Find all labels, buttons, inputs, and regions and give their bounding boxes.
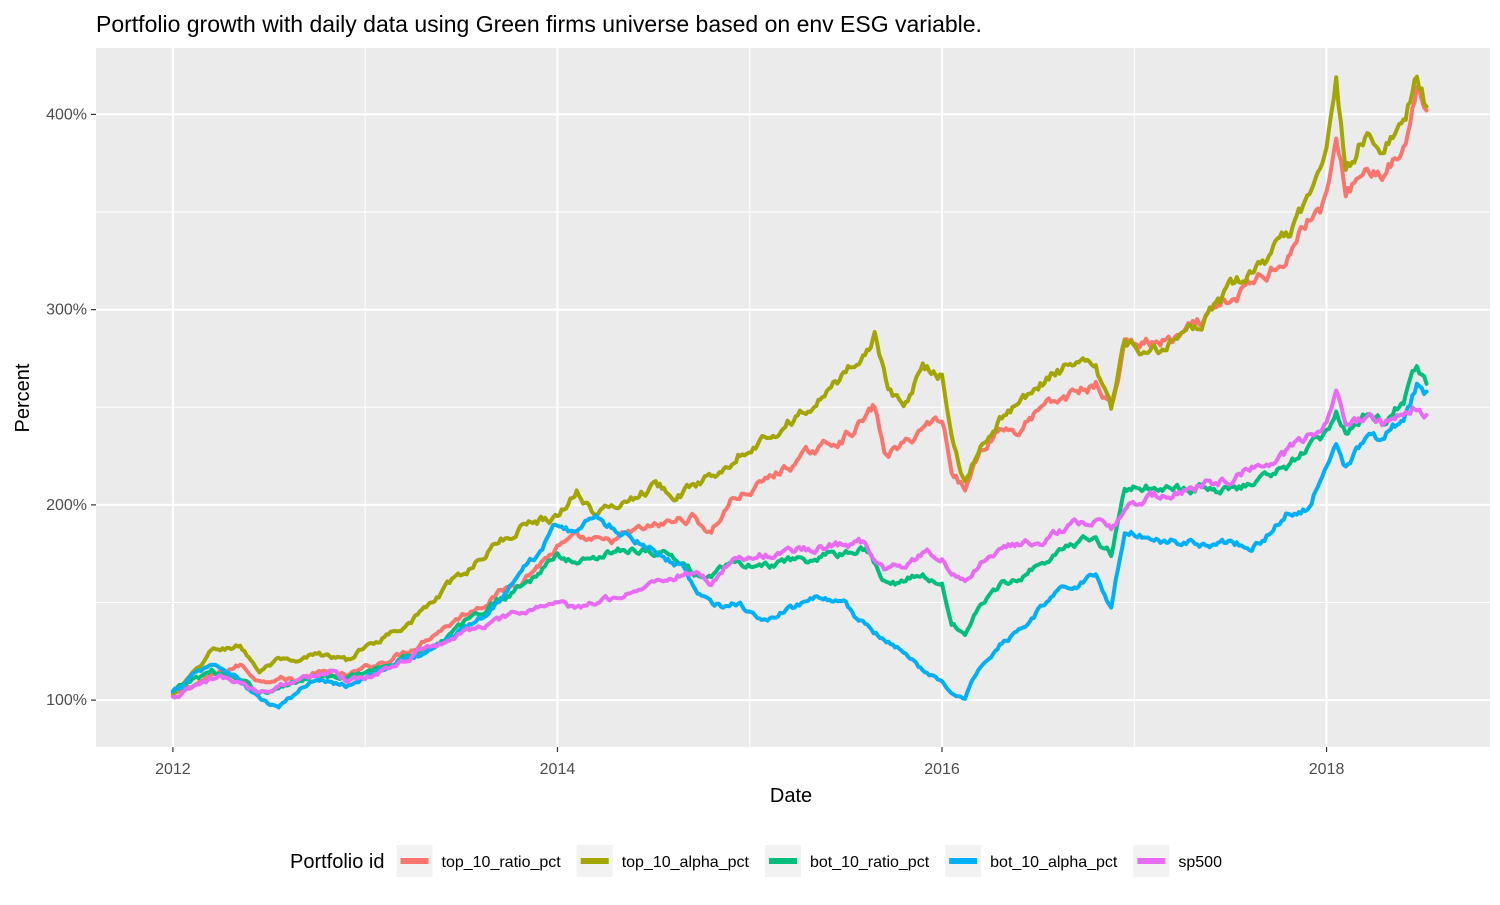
y-tick-label: 200% [46, 497, 87, 514]
y-axis-label: Percent [12, 363, 34, 432]
legend-label: top_10_ratio_pct [442, 854, 562, 871]
x-tick-label: 2012 [155, 761, 191, 778]
legend-item-top-10-alpha-pct: top_10_alpha_pct [576, 845, 750, 877]
x-tick-label: 2014 [540, 761, 576, 778]
x-axis-label: Date [770, 785, 812, 807]
x-axis: 2012 2014 2016 2018 [155, 747, 1344, 778]
series-line-sp500 [170, 388, 1429, 700]
series-line-top-10-alpha-pct [170, 74, 1429, 696]
plot-background [96, 48, 1490, 747]
legend-items: top_10_ratio_pct top_10_alpha_pct bot_10_r… [396, 845, 1222, 877]
legend-label: sp500 [1178, 854, 1222, 871]
legend-item-sp500: sp500 [1133, 845, 1222, 877]
y-tick-label: 100% [46, 692, 87, 709]
legend-item-bot-10-alpha-pct: bot_10_alpha_pct [945, 845, 1118, 877]
grid-major [96, 48, 1490, 747]
x-tick-label: 2018 [1309, 761, 1345, 778]
legend-item-bot-10-ratio-pct: bot_10_ratio_pct [764, 845, 930, 877]
legend-label: bot_10_ratio_pct [810, 854, 930, 871]
legend-label: bot_10_alpha_pct [990, 854, 1118, 871]
legend-title: Portfolio id [290, 851, 385, 873]
legend: Portfolio id top_10_ratio_pct top_10_alph… [290, 845, 1222, 877]
legend-item-top-10-ratio-pct: top_10_ratio_pct [396, 845, 562, 877]
y-tick-label: 300% [46, 302, 87, 319]
grid-minor [96, 48, 1490, 747]
legend-label: top_10_alpha_pct [622, 854, 750, 871]
y-axis: 100% 200% 300% 400% [46, 106, 96, 709]
y-tick-label: 400% [46, 106, 87, 123]
series-layer [170, 74, 1429, 710]
x-tick-label: 2016 [924, 761, 960, 778]
chart-title: Portfolio growth with daily data using G… [96, 11, 982, 37]
